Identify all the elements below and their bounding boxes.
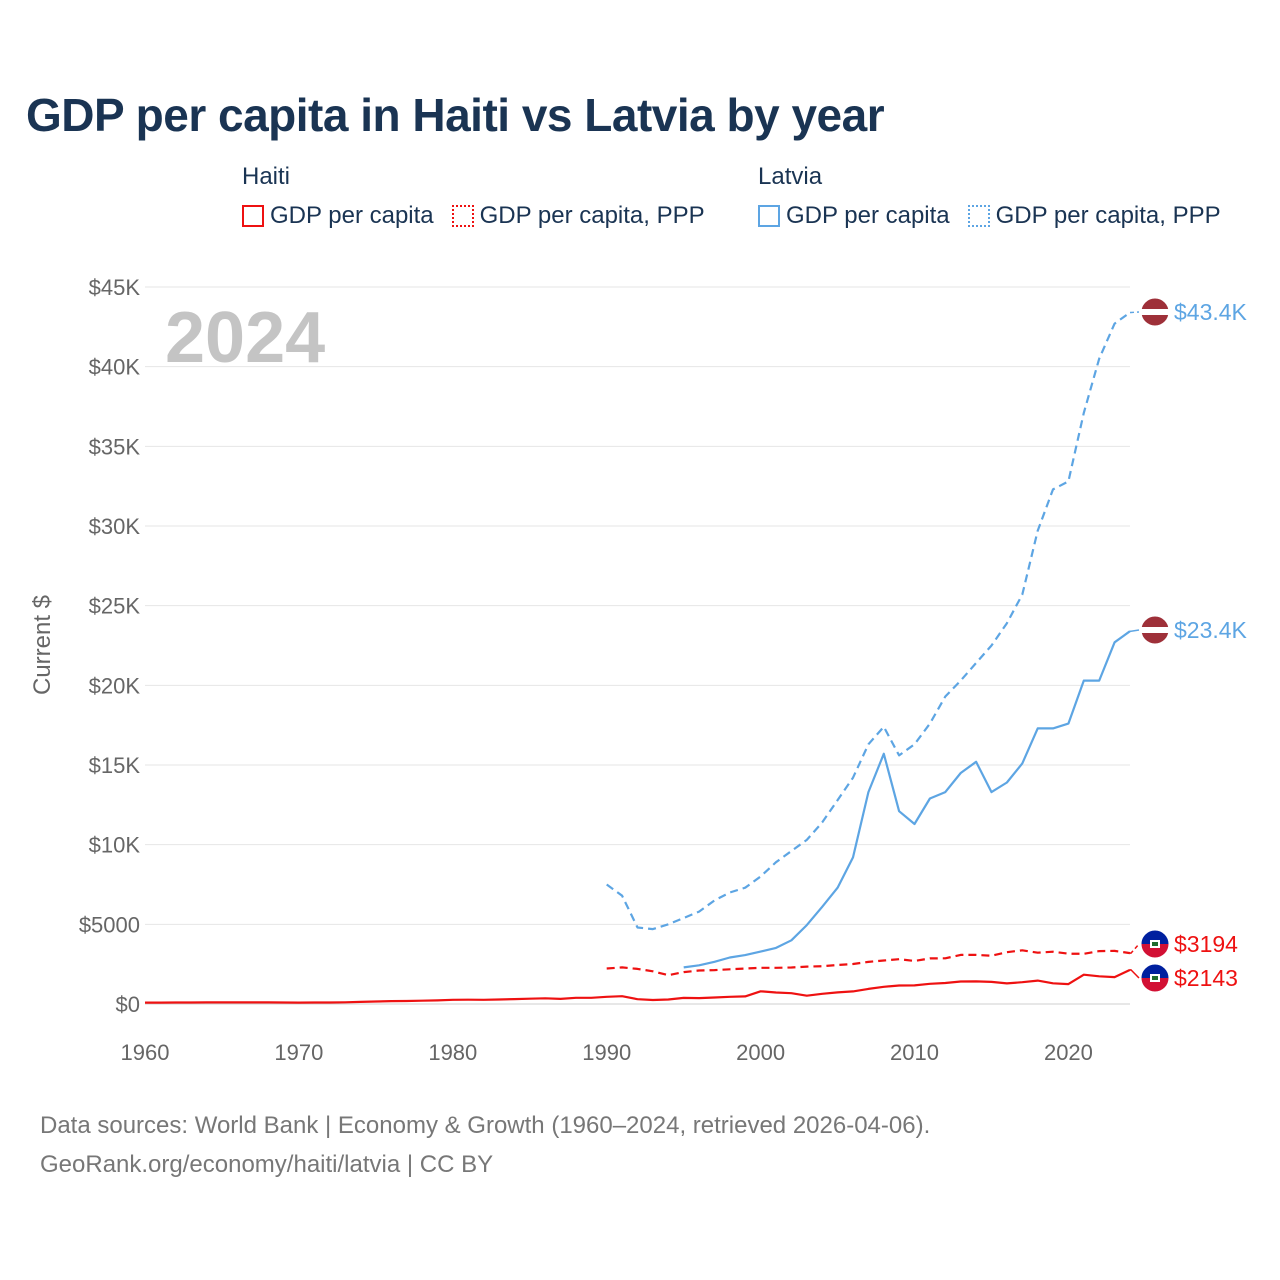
label-connector	[1130, 943, 1140, 954]
flag-marker-latvia	[1140, 615, 1170, 645]
end-value-label: $23.4K	[1174, 617, 1248, 643]
end-value-label: $43.4K	[1174, 299, 1248, 325]
year-watermark: 2024	[165, 298, 325, 378]
legend-item-latvia-gdp[interactable]: GDP per capita	[758, 202, 950, 230]
legend-latvia: Latvia GDP per capita GDP per capita, PP…	[758, 160, 1221, 230]
legend-swatch-dotted	[967, 205, 990, 227]
y-tick-label: $35K	[89, 434, 141, 459]
legend-swatch-dotted	[451, 205, 474, 227]
legend-item-latvia-ppp[interactable]: GDP per capita, PPP	[967, 202, 1221, 230]
y-tick-label: $15K	[89, 753, 141, 778]
page-title: GDP per capita in Haiti vs Latvia by yea…	[26, 89, 885, 141]
flag-bottom	[1141, 978, 1169, 992]
y-axis-ticks: $0 $5000 $10K $15K $20K $25K $30K $35K $40K $45K	[79, 275, 141, 1017]
label-connector	[1130, 311, 1140, 314]
legend-label: GDP per capita	[786, 202, 950, 229]
flag-marker-haiti	[1140, 929, 1170, 959]
flag-emblem-tree	[1152, 976, 1158, 980]
latvia-flag	[1141, 616, 1169, 644]
haiti-flag	[1141, 964, 1169, 992]
y-tick-label: $10K	[89, 833, 141, 858]
legend-country-haiti: Haiti	[242, 163, 291, 190]
end-value-label: $2143	[1174, 965, 1238, 991]
source-line-1: Data sources: World Bank | Economy & Gro…	[40, 1112, 931, 1139]
y-axis-label: Current $	[29, 595, 56, 695]
legend-country-latvia: Latvia	[758, 163, 823, 190]
end-markers: $43.4K $23.4K $3194 $2143	[1130, 297, 1248, 993]
y-tick-label: $30K	[89, 514, 141, 539]
x-tick-label: 2010	[890, 1040, 939, 1065]
legend-swatch-solid	[758, 205, 780, 227]
x-tick-label: 1990	[582, 1040, 631, 1065]
flag-border	[1140, 963, 1170, 993]
series-line-haiti-gdp	[145, 968, 1131, 1004]
latvia-flag	[1141, 298, 1169, 326]
x-axis-ticks: 1960 1970 1980 1990 2000 2010 2020	[121, 1040, 1093, 1065]
legend-label: GDP per capita, PPP	[995, 202, 1221, 229]
legend-haiti: Haiti GDP per capita GDP per capita, PPP	[242, 160, 705, 230]
series-line-latvia-gdp	[683, 630, 1131, 969]
y-tick-label: $20K	[89, 673, 141, 698]
y-tick-label: $45K	[89, 275, 141, 300]
series-line-haiti-ppp	[606, 949, 1131, 977]
flag-marker-haiti	[1140, 963, 1170, 993]
flag-top	[1141, 964, 1169, 978]
source-line-2[interactable]: GeoRank.org/economy/haiti/latvia | CC BY	[40, 1151, 494, 1178]
flag-bottom	[1141, 944, 1169, 958]
x-tick-label: 2020	[1044, 1040, 1093, 1065]
flag-marker-latvia	[1140, 297, 1170, 327]
legend-label: GDP per capita, PPP	[479, 202, 705, 229]
y-tick-label: $25K	[89, 594, 141, 619]
legend-item-haiti-ppp[interactable]: GDP per capita, PPP	[451, 202, 705, 230]
label-connector	[1130, 969, 1140, 979]
legend-swatch-solid	[242, 205, 264, 227]
haiti-flag	[1141, 930, 1169, 958]
grid-lines	[145, 286, 1130, 1005]
label-connector	[1130, 629, 1140, 632]
legend-item-haiti-gdp[interactable]: GDP per capita	[242, 202, 434, 230]
x-tick-label: 2000	[736, 1040, 785, 1065]
x-tick-label: 1970	[274, 1040, 323, 1065]
flag-border	[1140, 615, 1170, 645]
series-lines	[145, 311, 1131, 1004]
source-note: Data sources: World Bank | Economy & Gro…	[40, 1106, 930, 1184]
flag-top	[1141, 930, 1169, 944]
flag-stripe	[1141, 309, 1169, 315]
flag-emblem-tree	[1152, 942, 1158, 946]
x-tick-label: 1960	[121, 1040, 170, 1065]
y-tick-label: $5000	[79, 912, 140, 937]
flag-border	[1140, 297, 1170, 327]
y-tick-label: $0	[116, 992, 140, 1017]
x-tick-label: 1980	[428, 1040, 477, 1065]
y-tick-label: $40K	[89, 355, 141, 380]
legend-label: GDP per capita	[270, 202, 434, 229]
flag-stripe	[1141, 627, 1169, 633]
series-line-latvia-ppp	[606, 311, 1131, 931]
flag-border	[1140, 929, 1170, 959]
line-chart: $0$5000$10K$15K$20K$25K$30K$35K$40K$45K …	[29, 275, 1248, 1065]
end-value-label: $3194	[1174, 931, 1238, 957]
